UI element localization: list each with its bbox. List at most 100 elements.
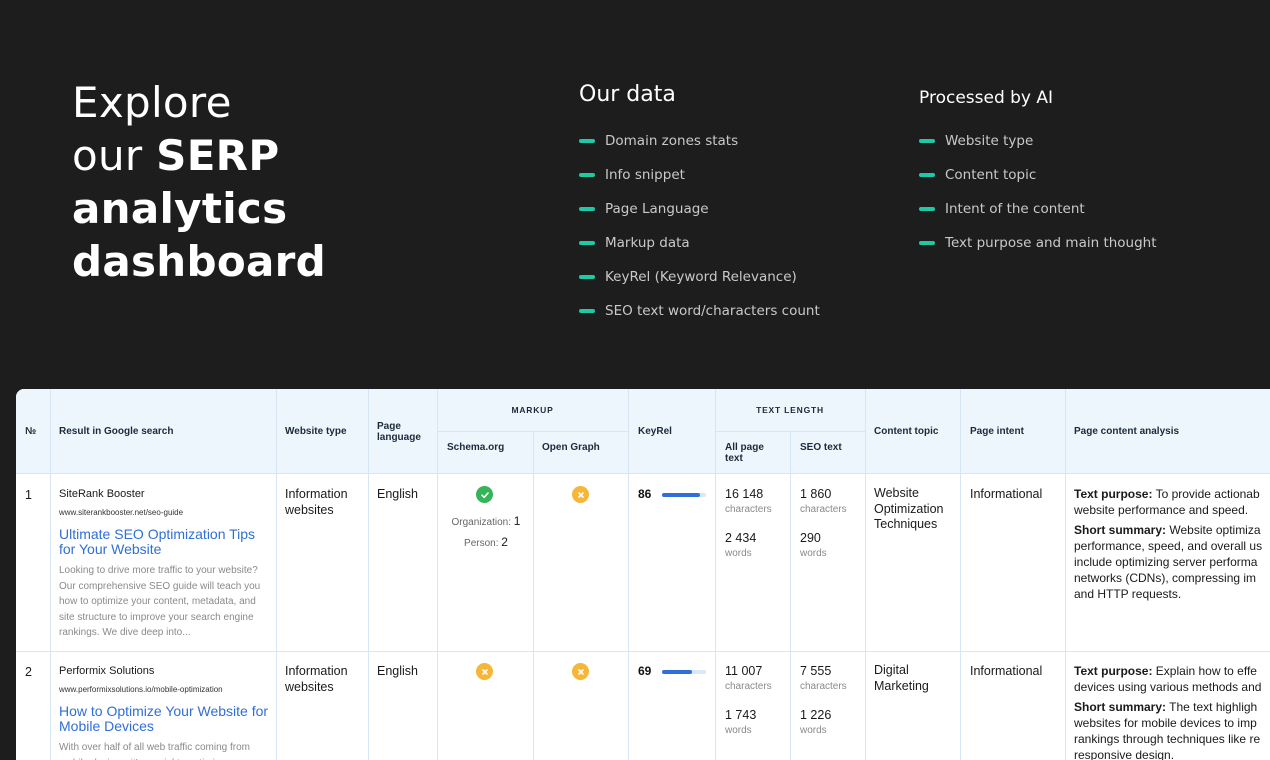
schema-organization: Organization: 1 xyxy=(439,514,533,528)
seo-words-value: 290 xyxy=(800,531,821,545)
our-data-item: SEO text word/characters count xyxy=(579,294,820,328)
hero-line-2: our SERP xyxy=(72,129,326,182)
content-topic-cell: Digital Marketing xyxy=(874,663,929,693)
ai-item-label: Content topic xyxy=(945,167,1037,183)
all-chars-value: 11 007 xyxy=(725,664,763,678)
column-divider xyxy=(865,389,866,760)
ai-item: Intent of the content xyxy=(919,192,1157,226)
ai-item-label: Text purpose and main thought xyxy=(945,235,1157,251)
result-site-name: SiteRank Booster xyxy=(59,488,145,500)
page-intent-cell: Informational xyxy=(970,487,1043,501)
our-data-item: Info snippet xyxy=(579,158,820,192)
dash-icon xyxy=(579,173,595,177)
text-purpose: Text purpose: To provide actionab website… xyxy=(1074,486,1270,518)
header-schema-org[interactable]: Schema.org xyxy=(447,442,505,453)
our-data-item: Markup data xyxy=(579,226,820,260)
column-divider xyxy=(1065,389,1066,760)
header-no: № xyxy=(25,426,37,437)
column-divider xyxy=(276,389,277,760)
dash-icon xyxy=(579,207,595,211)
hero-line-3: analytics xyxy=(72,184,288,233)
seo-chars-value: 7 555 xyxy=(800,664,832,678)
header-website-type[interactable]: Website type xyxy=(285,426,347,437)
dash-icon xyxy=(919,241,935,245)
short-summary-line: performance, speed, and overall us xyxy=(1074,539,1263,553)
ai-item-label: Website type xyxy=(945,133,1034,149)
result-url[interactable]: www.siterankbooster.net/seo-guide xyxy=(59,508,184,517)
content-topic-cell: Website Optimization Techniques xyxy=(874,486,944,531)
ai-item: Website type xyxy=(919,124,1157,158)
schema-person-label: Person: xyxy=(464,538,499,549)
header-open-graph[interactable]: Open Graph xyxy=(542,442,600,453)
header-all-page-text[interactable]: All page text xyxy=(725,442,764,464)
page-content-analysis-cell: Text purpose: To provide actionab website… xyxy=(1074,486,1270,606)
header-page-content-analysis[interactable]: Page content analysis xyxy=(1074,426,1180,437)
seo-words-unit: words xyxy=(800,548,827,559)
short-summary-line: networks (CDNs), compressing im xyxy=(1074,571,1257,585)
all-page-text-cell: 16 148 characters 2 434 words xyxy=(725,486,772,562)
our-data-item-label: Domain zones stats xyxy=(605,133,739,149)
text-purpose-label: Text purpose: xyxy=(1074,487,1153,501)
result-snippet: Looking to drive more traffic to your we… xyxy=(59,565,261,638)
short-summary: Short summary: Website optimiza performan… xyxy=(1074,522,1270,602)
short-summary: Short summary: The text highligh websites… xyxy=(1074,699,1270,760)
text-purpose-value: Explain how to effe xyxy=(1155,664,1257,678)
header-text-length: TEXT LENGTH xyxy=(756,405,824,415)
markup-sub-divider xyxy=(437,431,628,432)
our-data-list: Domain zones stats Info snippet Page Lan… xyxy=(579,124,820,328)
text-purpose-value-cont: devices using various methods and xyxy=(1074,680,1262,694)
keyrel-value: 69 xyxy=(638,664,652,678)
header-page-intent[interactable]: Page intent xyxy=(970,426,1024,437)
column-divider xyxy=(50,389,51,760)
text-purpose-value-cont: website performance and speed. xyxy=(1074,503,1249,517)
our-data-item-label: Page Language xyxy=(605,201,709,217)
language-cell: English xyxy=(377,664,418,678)
schema-person-count: 2 xyxy=(501,535,508,549)
our-data-item-label: Markup data xyxy=(605,235,690,251)
header-keyrel[interactable]: KeyRel xyxy=(638,426,672,437)
result-title-link[interactable]: How to Optimize Your Website for Mobile … xyxy=(59,703,269,734)
dash-icon xyxy=(579,139,595,143)
header-seo-text[interactable]: SEO text xyxy=(800,442,842,453)
keyrel-bar-fill xyxy=(662,670,693,674)
ai-item: Text purpose and main thought xyxy=(919,226,1157,260)
seo-chars-value: 1 860 xyxy=(800,487,832,501)
result-url[interactable]: www.performixsolutions.io/mobile-optimiz… xyxy=(59,685,223,694)
dash-icon xyxy=(919,173,935,177)
hero-title: Explore our SERP analytics dashboard xyxy=(72,76,326,288)
page-intent-cell: Informational xyxy=(970,664,1043,678)
dash-icon xyxy=(919,207,935,211)
page-content-analysis-cell: Text purpose: Explain how to effe devices… xyxy=(1074,663,1270,760)
seo-words-value: 1 226 xyxy=(800,708,832,722)
text-purpose: Text purpose: Explain how to effe devices… xyxy=(1074,663,1270,695)
ai-item: Content topic xyxy=(919,158,1157,192)
keyrel-bar xyxy=(662,493,706,497)
seo-chars-unit: characters xyxy=(800,681,847,692)
cross-icon xyxy=(476,663,493,680)
our-data-item: Page Language xyxy=(579,192,820,226)
our-data-item: Domain zones stats xyxy=(579,124,820,158)
search-result: Performix Solutions www.performixsolutio… xyxy=(59,663,269,760)
dash-icon xyxy=(579,241,595,245)
seo-text-cell: 7 555 characters 1 226 words xyxy=(800,663,847,739)
table-header xyxy=(16,389,1270,474)
processed-by-ai-title: Processed by AI xyxy=(919,88,1054,108)
our-data-item-label: Info snippet xyxy=(605,167,685,183)
column-divider xyxy=(960,389,961,760)
short-summary-label: Short summary: xyxy=(1074,523,1167,537)
column-divider xyxy=(628,389,629,760)
result-title-link[interactable]: Ultimate SEO Optimization Tips for Your … xyxy=(59,526,256,557)
website-type-cell: Information websites xyxy=(285,664,348,694)
result-site-name: Performix Solutions xyxy=(59,665,155,677)
seo-words-unit: words xyxy=(800,725,827,736)
dash-icon xyxy=(579,275,595,279)
cross-icon xyxy=(572,486,589,503)
column-divider xyxy=(790,431,791,760)
row-divider xyxy=(16,651,1270,652)
hero-line-1: Explore xyxy=(72,78,232,127)
header-content-topic[interactable]: Content topic xyxy=(874,426,939,437)
header-page-language[interactable]: Page language xyxy=(377,421,421,443)
all-chars-unit: characters xyxy=(725,504,772,515)
schema-organization-label: Organization: xyxy=(451,517,511,528)
header-result[interactable]: Result in Google search xyxy=(59,426,174,437)
